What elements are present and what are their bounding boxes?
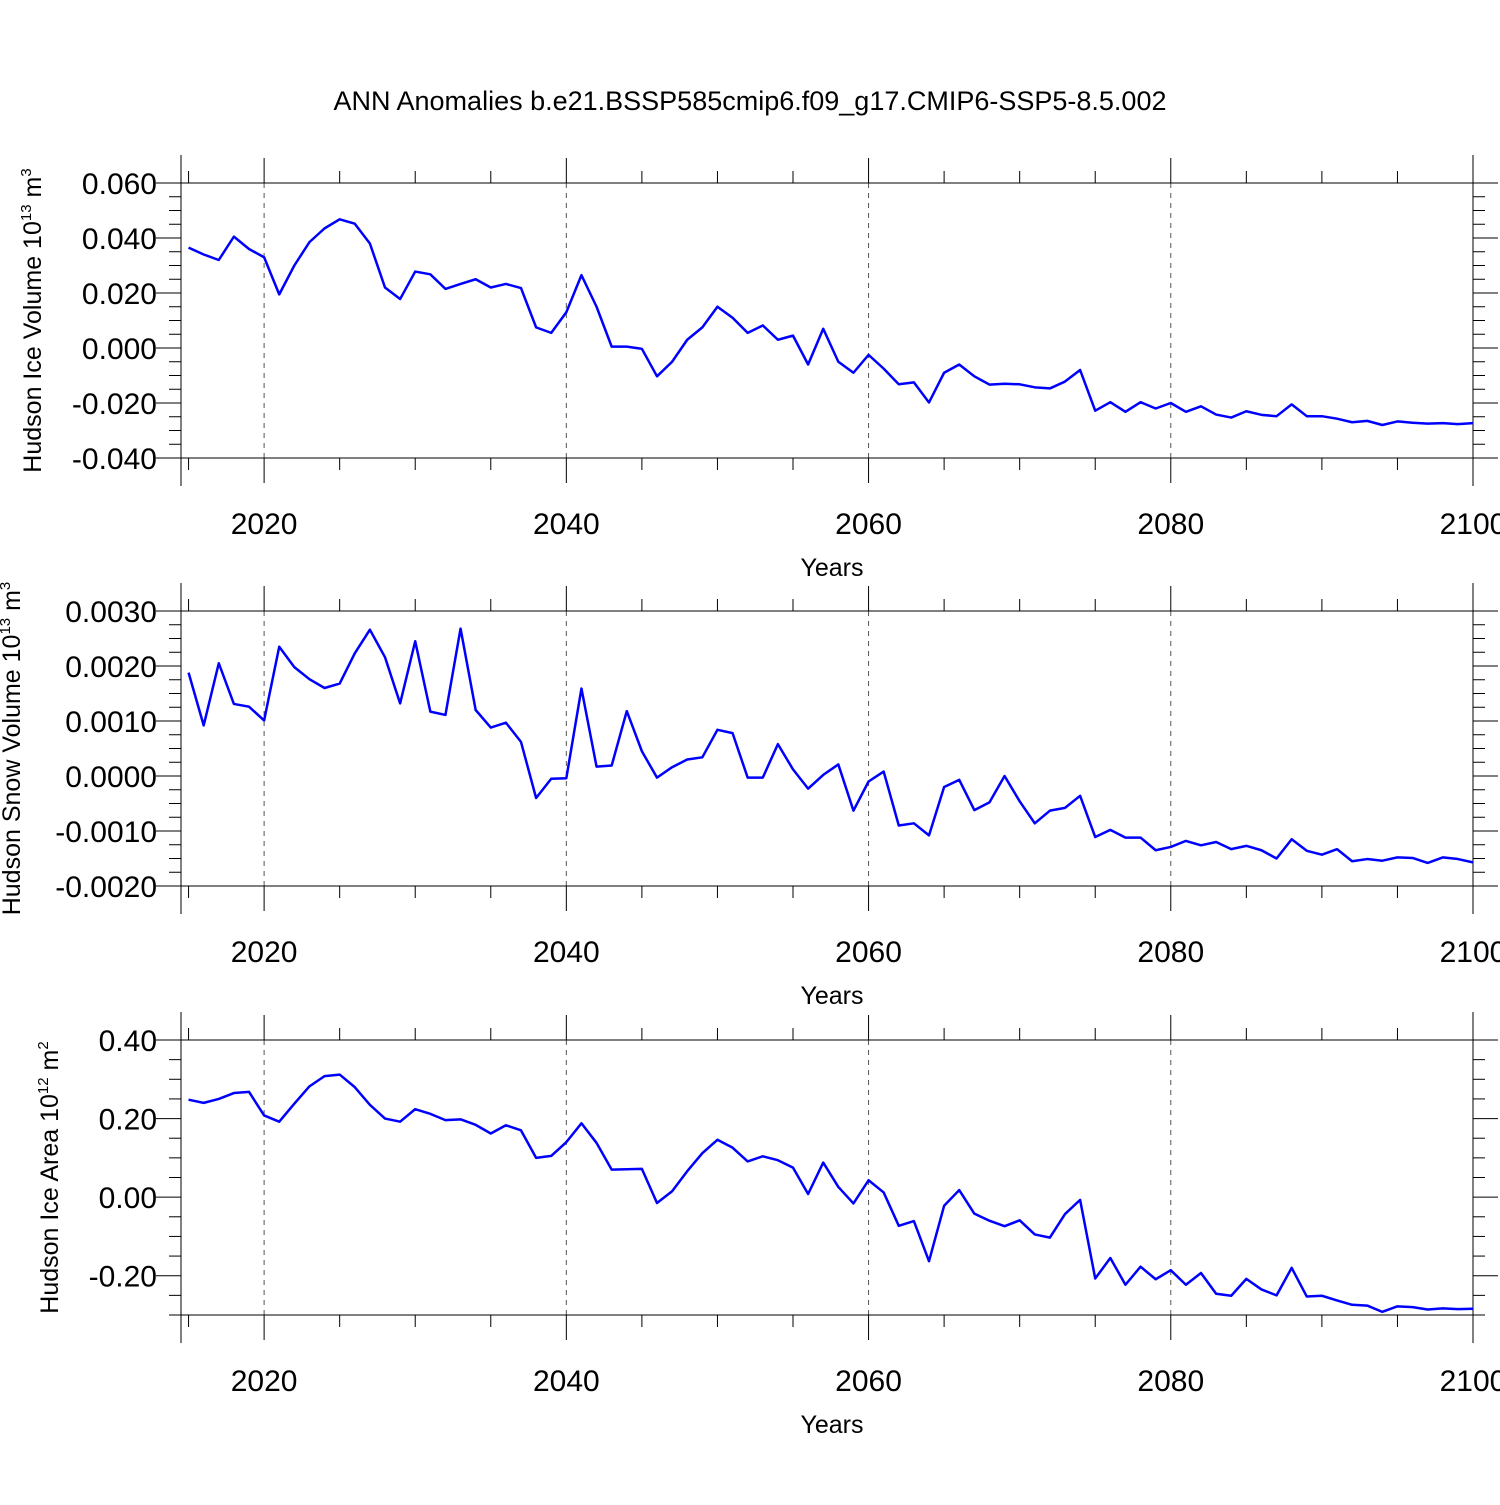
x-tick-label: 2100 [1440,936,1500,969]
x-tick-label: 2040 [533,508,600,541]
x-axis-title: Years [800,554,863,582]
x-tick-label: 2100 [1440,508,1500,541]
y-tick-label: 0.0020 [65,651,157,684]
y-tick-label: 0.040 [82,223,157,256]
y-tick-label: -0.20 [89,1261,157,1294]
y-title-exponent: 12 [35,1077,52,1094]
series-line [187,627,1474,865]
y-tick-label: 0.00 [99,1182,157,1215]
x-tick-label: 2080 [1137,1365,1204,1398]
y-title-text: Hudson Ice Area 10 [36,1094,64,1314]
series-line [188,1073,1474,1314]
y-tick-label: 0.0010 [65,706,157,739]
y-axis-title: Hudson Ice Volume 1013 m3 [18,168,47,472]
y-title-unit-exponent: 3 [0,582,14,590]
y-tick-label: 0.060 [82,168,157,201]
x-tick-label: 2040 [533,936,600,969]
x-tick-label: 2040 [533,1365,600,1398]
x-tick-label: 2060 [835,1365,902,1398]
x-tick-label: 2080 [1137,508,1204,541]
y-title-text: Hudson Snow Volume 10 [0,635,26,916]
y-axis-title: Hudson Snow Volume 1013 m3 [0,582,26,916]
x-tick-label: 2060 [835,936,902,969]
y-tick-label: -0.0010 [55,816,157,849]
y-title-unit: m [19,177,47,205]
y-title-exponent: 13 [0,618,14,635]
series-line [188,218,1474,427]
x-tick-label: 2020 [231,936,298,969]
y-title-unit-exponent: 3 [18,168,35,176]
y-title-unit: m [0,590,26,618]
panel-1: 2020 2040 2060 2080 2100 -0.040 -0.020 0.000 0.0… [18,155,1500,582]
chart-title: ANN Anomalies b.e21.BSSP585cmip6.f09_g17… [334,86,1167,116]
y-tick-label: 0.020 [82,278,157,311]
y-tick-label: -0.0020 [55,871,157,904]
x-axis-title: Years [800,982,863,1010]
y-title-exponent: 13 [18,204,35,221]
y-tick-label: 0.0030 [65,596,157,629]
y-tick-label: -0.020 [72,388,157,421]
y-title-text: Hudson Ice Volume 10 [19,221,47,473]
x-tick-label: 2060 [835,508,902,541]
y-tick-label: 0.000 [82,333,157,366]
y-title-unit: m [36,1050,64,1078]
x-axis-title: Years [800,1411,863,1439]
y-tick-label: 0.40 [99,1025,157,1058]
y-tick-label: -0.040 [72,443,157,476]
x-tick-label: 2080 [1137,936,1204,969]
y-tick-label: 0.0000 [65,761,157,794]
y-tick-label: 0.20 [99,1104,157,1137]
x-tick-label: 2100 [1440,1365,1500,1398]
y-axis-title: Hudson Ice Area 1012 m2 [35,1041,64,1313]
x-tick-label: 2020 [231,508,298,541]
panel-2: 2020 2040 2060 2080 2100 -0.0020 -0.0010 0.0000… [0,582,1500,1010]
panel-3: 2020 2040 2060 2080 2100 -0.20 0.00 0.20 0.40 Yea… [35,1012,1500,1439]
x-tick-label: 2020 [231,1365,298,1398]
y-title-unit-exponent: 2 [35,1041,52,1049]
panels: 2020 2040 2060 2080 2100 -0.040 -0.020 0.000 0.0… [0,155,1500,1439]
